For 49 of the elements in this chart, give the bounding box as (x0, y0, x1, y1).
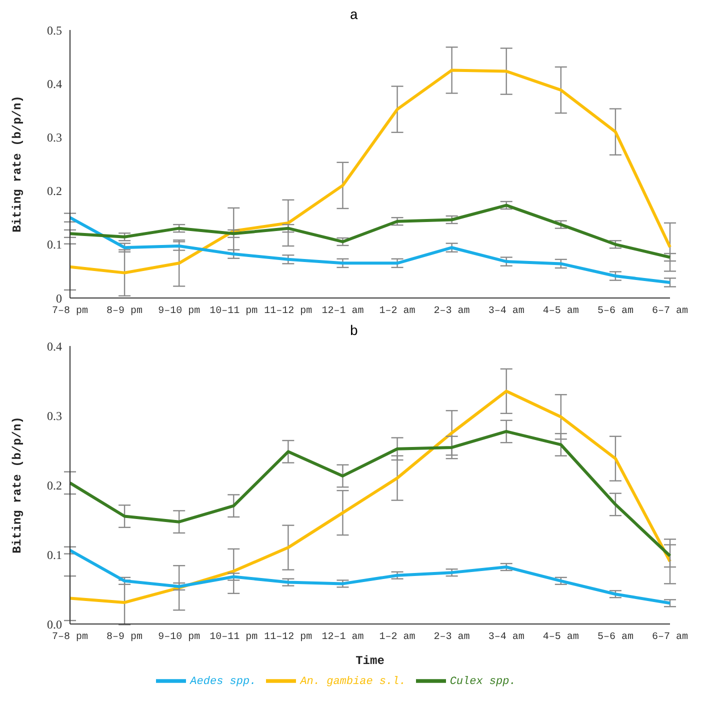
x-tick-label: 7–8 pm (52, 306, 88, 318)
y-tick-label: 0.4 (47, 76, 62, 91)
x-tick-label: 6–7 am (652, 306, 688, 318)
line-series (68, 430, 672, 558)
y-tick-label: 0.1 (47, 548, 62, 562)
x-tick-label: 12–1 am (322, 306, 364, 318)
x-tick-label: 9–10 pm (158, 306, 200, 318)
x-tick-label: 5–6 am (597, 632, 634, 644)
y-tick-label: 0.2 (47, 478, 62, 492)
y-tick-label: 0.2 (47, 184, 62, 198)
x-tick-label: 5–6 am (597, 306, 634, 318)
x-tick-label: 8–9 pm (106, 632, 143, 644)
x-tick-label: 3–4 am (488, 632, 524, 644)
x-tick-label: 11–12 pm (264, 632, 312, 644)
y-axis-title: Biting rate (b/p/n) (10, 96, 24, 232)
chart-title: b (348, 324, 360, 340)
y-tick-label: 0.1 (47, 238, 62, 252)
line-series (68, 216, 672, 284)
x-tick-label: 11–12 pm (264, 306, 312, 318)
y-axis-title: Biting rate (b/p/n) (10, 416, 24, 554)
line-series (68, 390, 672, 604)
legend-label: Culex spp. (450, 676, 516, 688)
x-tick-label: 12–1 am (322, 632, 364, 644)
x-tick-label: 3–4 am (488, 306, 524, 318)
x-tick-label: 9–10 pm (158, 632, 200, 644)
y-tick-label: 0 (56, 291, 62, 306)
x-tick-label: 6–7 am (652, 632, 688, 644)
legend-label: An. gambiae s.l. (300, 676, 406, 688)
x-tick-label: 1–2 am (379, 632, 416, 644)
x-axis-title: Time (356, 654, 384, 668)
x-tick-label: 8–9 pm (106, 306, 143, 318)
x-tick-label: 4–5 am (542, 306, 579, 318)
y-tick-label: 0.4 (47, 339, 62, 354)
x-tick-label: 2–3 am (434, 306, 470, 318)
x-tick-label: 1–2 am (379, 306, 416, 318)
x-tick-label: 7–8 pm (52, 632, 88, 644)
legend-label: Aedes spp. (190, 676, 256, 688)
x-tick-label: 2–3 am (434, 632, 470, 644)
y-tick-label: 0.0 (47, 617, 62, 632)
line-series (68, 68, 672, 274)
y-tick-label: 0.3 (47, 408, 62, 423)
x-tick-label: 4–5 am (542, 632, 579, 644)
y-tick-label: 0.5 (47, 23, 62, 38)
line-series (68, 204, 672, 259)
x-tick-label: 10–11 pm (210, 306, 258, 318)
chart-title: a (348, 8, 360, 24)
y-tick-label: 0.3 (47, 130, 62, 144)
line-series (68, 548, 672, 605)
x-tick-label: 10–11 pm (210, 632, 258, 644)
